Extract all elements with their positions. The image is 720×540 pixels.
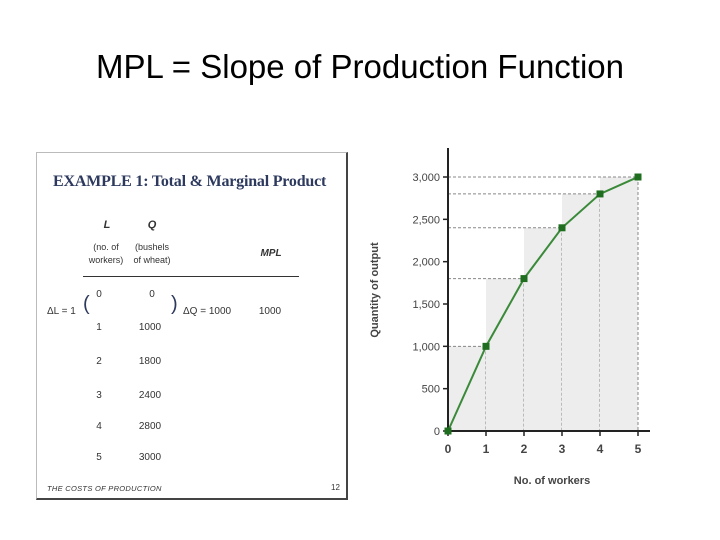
marginal-step-shade (486, 278, 524, 431)
table-cell-L: 2 (96, 356, 102, 367)
x-axis-ticks: 0 1 2 3 4 5 (445, 431, 642, 456)
production-function-chart: 0 500 1,000 1,500 2,000 2,500 3,000 0 1 2 3 4 5 Qua… (369, 148, 650, 487)
y-axis-ticks: 0 500 1,000 1,500 2,000 2,500 3,000 (412, 172, 448, 438)
data-point (558, 224, 566, 232)
y-tick-label: 500 (422, 384, 440, 396)
column-subheader-L-line1: (no. of (93, 242, 119, 252)
x-tick-label: 2 (521, 442, 528, 456)
column-subheader-L-line2: workers) (88, 255, 124, 265)
column-header-L: L (103, 219, 111, 231)
table-cell-L: 4 (96, 421, 102, 432)
y-tick-label: 1,500 (412, 299, 440, 311)
x-tick-label: 5 (635, 442, 642, 456)
column-subheader-Q-line2: of wheat) (133, 255, 171, 265)
table-cell-Q: 2800 (138, 421, 162, 432)
y-tick-label: 3,000 (412, 172, 440, 184)
table-cell-L: 3 (96, 390, 102, 401)
table-cell-L: 0 (96, 289, 102, 300)
mpl-value: 1000 (258, 306, 282, 317)
delta-L-label: ΔL = 1 (47, 306, 76, 317)
y-tick-label: 0 (434, 426, 440, 438)
slide-title: MPL = Slope of Production Function (96, 48, 624, 85)
series-line (447, 176, 639, 432)
y-tick-label: 2,500 (412, 214, 440, 226)
footer-text: THE COSTS OF PRODUCTION (47, 484, 162, 493)
total-marginal-product-table: EXAMPLE 1: Total & Marginal Product L (n… (36, 152, 348, 500)
column-header-Q: Q (147, 219, 157, 231)
y-axis-label: Quantity of output (369, 242, 381, 338)
table-cell-Q: 2400 (138, 390, 162, 401)
data-point (482, 342, 490, 350)
data-point (444, 427, 452, 435)
data-point (596, 190, 604, 198)
delta-Q-label: ΔQ = 1000 (183, 306, 232, 317)
data-points (444, 173, 642, 435)
table-cell-Q: 3000 (138, 452, 162, 463)
data-point (634, 173, 642, 181)
table-cell-L: 5 (96, 452, 102, 463)
table-cell-L: 1 (96, 322, 102, 333)
table-cell-Q: 0 (149, 289, 155, 300)
example-title: EXAMPLE 1: Total & Marginal Product (53, 173, 327, 190)
column-subheader-Q-line1: (bushels (134, 242, 170, 252)
y-tick-label: 2,000 (412, 257, 440, 269)
delta-Q-arrow-icon: ) (171, 293, 178, 315)
x-tick-label: 4 (597, 442, 604, 456)
marginal-step-shade (524, 227, 562, 431)
table-cell-Q: 1800 (138, 356, 162, 367)
x-tick-label: 1 (483, 442, 490, 456)
table-cell-Q: 1000 (138, 322, 162, 333)
value-guides (448, 176, 639, 431)
x-tick-label: 3 (559, 442, 566, 456)
y-tick-label: 1,000 (412, 341, 440, 353)
marginal-step-shade (600, 177, 638, 431)
marginal-step-shade (562, 193, 600, 431)
column-header-MPL: MPL (260, 248, 282, 259)
header-rule (83, 276, 299, 277)
x-axis-label: No. of workers (514, 475, 590, 487)
page-number: 12 (331, 483, 340, 492)
data-point (520, 275, 528, 283)
delta-L-arrow-icon: ( (83, 293, 90, 315)
x-tick-label: 0 (445, 442, 452, 456)
